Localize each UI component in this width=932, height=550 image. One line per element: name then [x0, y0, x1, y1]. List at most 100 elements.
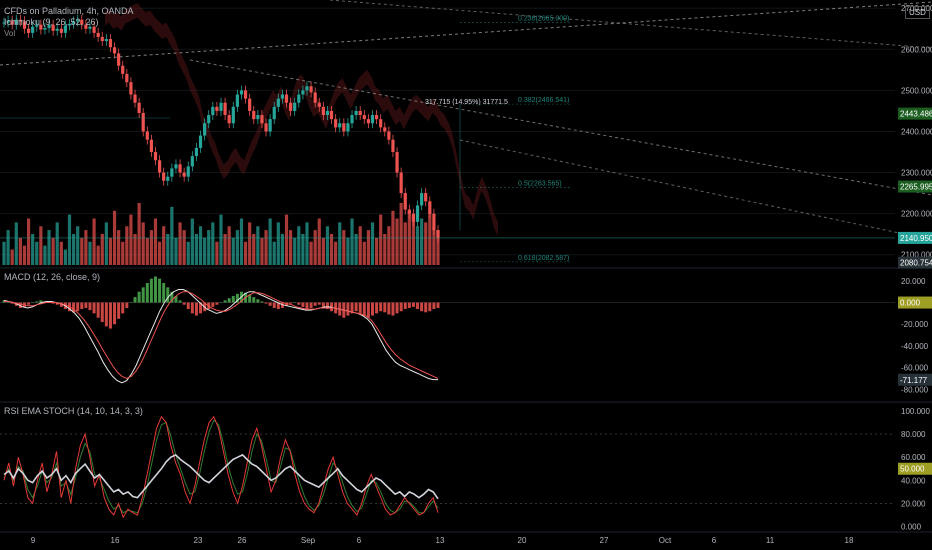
macd-hist-64: [264, 302, 268, 304]
macd-hist-60: [248, 294, 252, 303]
macd-hist-48: [199, 302, 203, 314]
volume-bar-11: [47, 230, 51, 265]
macd-badge-bg-1: [898, 373, 932, 386]
volume-bar-49: [203, 237, 207, 265]
volume-bar-42: [174, 237, 178, 265]
price-tick-0: 2700.000: [901, 4, 932, 13]
macd-hist-63: [260, 301, 264, 303]
volume-bar-59: [243, 241, 248, 265]
candle-body-49: [203, 123, 207, 136]
candle-body-101: [415, 205, 420, 222]
volume-bar-12: [51, 237, 55, 265]
rsi-tick-0: 100.000: [901, 407, 930, 416]
candle-body-78: [321, 106, 325, 116]
macd-hist-23: [96, 302, 100, 318]
candle-body-36: [149, 139, 153, 153]
macd-hist-104: [428, 302, 432, 312]
volume-bar-74: [305, 222, 309, 265]
volume-bar-19: [80, 237, 84, 265]
candle-body-16: [67, 23, 72, 26]
rsi-tick-5: 0.000: [901, 523, 922, 532]
volume-bar-76: [313, 230, 317, 265]
candle-body-22: [92, 26, 96, 33]
volume-bar-87: [358, 226, 362, 265]
macd-hist-27: [113, 302, 117, 325]
volume-bar-33: [137, 203, 141, 265]
volume-bar-25: [104, 222, 108, 265]
macd-hist-12: [51, 302, 55, 304]
candle-body-89: [366, 119, 370, 124]
trendline-down-3: [459, 139, 932, 241]
volume-bar-50: [207, 230, 211, 265]
volume-bar-16: [67, 214, 72, 265]
macd-legend[interactable]: MACD (12, 26, close, 9): [4, 272, 101, 282]
volume-bar-62: [256, 226, 260, 265]
macd-hist-93: [383, 302, 387, 313]
macd-hist-42: [174, 296, 178, 303]
volume-bar-89: [366, 230, 370, 265]
macd-hist-68: [280, 302, 284, 308]
macd-hist-25: [104, 302, 108, 327]
candle-body-21: [88, 26, 92, 29]
candle-body-67: [276, 98, 280, 107]
price-badge-bg-3: [898, 256, 932, 269]
candle-body-82: [338, 123, 342, 128]
candle-body-26: [108, 39, 113, 48]
candle-body-98: [403, 193, 407, 210]
time-tick-12: 18: [845, 536, 854, 545]
time-tick-6: 13: [436, 536, 445, 545]
candle-body-63: [260, 115, 264, 124]
candle-body-28: [117, 53, 121, 66]
volume-bar-52: [215, 241, 219, 265]
volume-bar-51: [211, 222, 215, 265]
time-tick-2: 23: [194, 536, 203, 545]
candle-body-43: [178, 164, 182, 173]
volume-bar-94: [387, 226, 391, 265]
candle-body-62: [256, 115, 260, 120]
volume-bar-43: [178, 222, 182, 265]
rsi-legend[interactable]: RSI EMA STOCH (14, 10, 14, 3, 3): [4, 406, 143, 416]
candle-body-24: [100, 36, 104, 42]
macd-tick-4: -60.000: [901, 364, 929, 373]
volume-bar-90: [370, 222, 375, 265]
volume-bar-36: [149, 230, 153, 265]
candle-body-23: [96, 32, 100, 37]
macd-tick-5: -80.000: [901, 385, 929, 394]
candle-body-68: [280, 94, 285, 99]
fib-label-3: 0.618(2082.587): [518, 255, 569, 262]
candle-body-3: [14, 19, 18, 25]
volume-bar-40: [166, 234, 170, 265]
macd-hist-57: [235, 293, 239, 303]
volume-bar-13: [55, 222, 59, 265]
currency-badge[interactable]: USD: [905, 6, 930, 19]
volume-bar-57: [235, 230, 239, 265]
macd-hist-91: [375, 302, 379, 314]
candle-body-72: [297, 94, 301, 103]
volume-bar-80: [329, 234, 334, 265]
volume-bar-26: [108, 237, 113, 265]
macd-badge-1: -71.177: [900, 376, 928, 385]
macd-hist-47: [194, 302, 198, 316]
macd-hist-8: [35, 301, 39, 303]
candle-body-77: [317, 102, 321, 107]
volume-bar-53: [219, 214, 223, 265]
time-tick-3: 26: [238, 536, 247, 545]
candle-body-9: [39, 24, 43, 30]
candle-body-57: [235, 94, 239, 107]
macd-hist-9: [39, 300, 43, 303]
fib-label-1: 0.382(2466.541): [518, 97, 569, 104]
macd-hist-6: [27, 302, 31, 305]
candle-body-32: [133, 94, 137, 103]
ichimoku-legend[interactable]: Ichimoku (9, 26, 52, 26): [4, 17, 99, 27]
volume-legend[interactable]: Vol: [4, 29, 16, 38]
measure-label: 317.715 (14.95%) 31771.5: [425, 99, 508, 106]
macd-hist-52: [215, 302, 219, 305]
price-tick-1: 2600.000: [901, 45, 932, 54]
candle-body-38: [157, 160, 162, 173]
candle-body-54: [223, 102, 227, 116]
macd-hist-62: [256, 299, 260, 303]
volume-bar-34: [141, 222, 145, 265]
macd-hist-84: [346, 302, 350, 316]
candle-body-74: [305, 86, 309, 91]
